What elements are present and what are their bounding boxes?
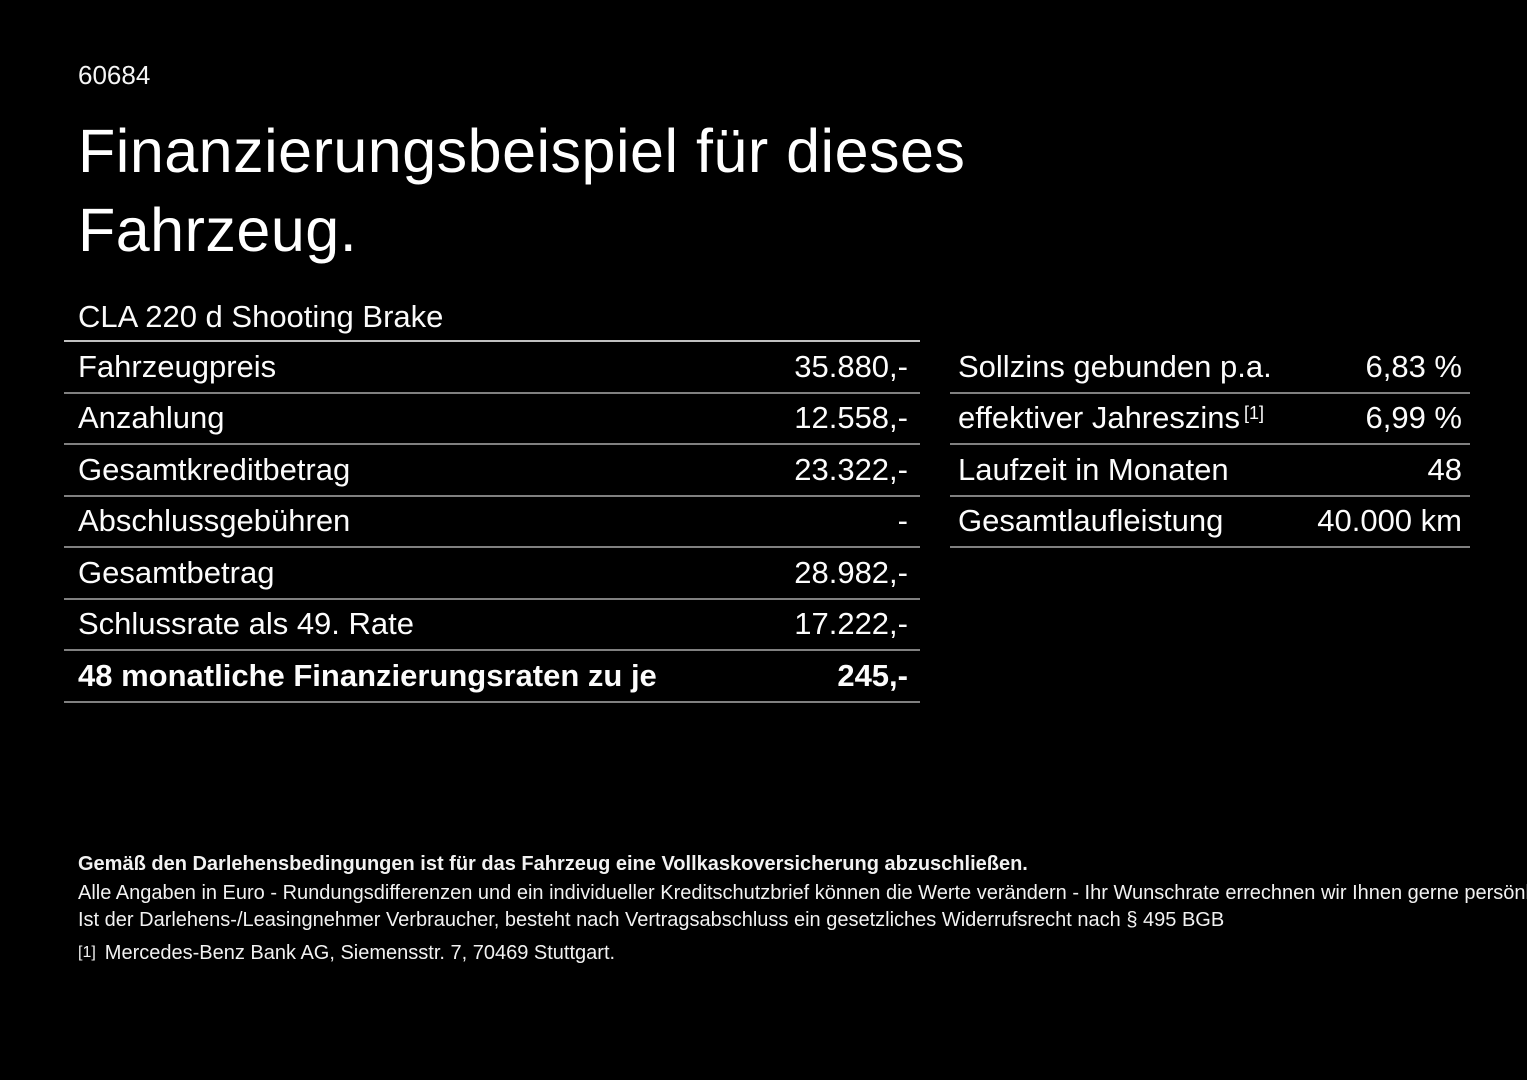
- row-label: Gesamtbetrag: [78, 554, 275, 590]
- row-value: 245,-: [837, 657, 908, 693]
- row-label: Abschlussgebühren: [78, 503, 351, 539]
- row-label: Gesamtkreditbetrag: [78, 451, 351, 487]
- row-value: 12.558,-: [794, 400, 908, 436]
- row-label: Gesamtlaufleistung: [958, 503, 1224, 539]
- table-row-sollzins: Sollzins gebunden p.a. 6,83 %: [950, 342, 1470, 394]
- table-row-monatliche-rate: 48 monatliche Finanzierungsraten zu je 2…: [64, 651, 920, 703]
- footnote-text: Mercedes-Benz Bank AG, Siemensstr. 7, 70…: [104, 942, 616, 964]
- insurance-note: Gemäß den Darlehensbedingungen ist für d…: [78, 853, 1028, 875]
- table-row-gesamtbetrag: Gesamtbetrag 28.982,-: [64, 548, 920, 600]
- table-row-laufzeit: Laufzeit in Monaten 48: [950, 445, 1470, 497]
- table-row-abschlussgebuehren: Abschlussgebühren -: [64, 497, 920, 548]
- vehicle-name: CLA 220 d Shooting Brake: [78, 299, 444, 334]
- row-label-text: effektiver Jahreszins: [958, 400, 1240, 436]
- table-row-gesamtkreditbetrag: Gesamtkreditbetrag 23.322,-: [64, 445, 920, 497]
- page-title: Finanzierungsbeispiel für dieses Fahrzeu…: [78, 117, 966, 264]
- footnote-ref: [1]: [1244, 403, 1265, 424]
- row-value: -: [897, 503, 908, 539]
- conditions-table: Sollzins gebunden p.a. 6,83 % effektiver…: [950, 342, 1470, 548]
- row-label: Fahrzeugpreis: [78, 348, 277, 384]
- euro-note: Alle Angaben in Euro - Rundungsdifferenz…: [78, 882, 1527, 904]
- row-value: 35.880,-: [794, 348, 908, 384]
- document-number: 60684: [78, 60, 151, 90]
- row-label: 48 monatliche Finanzierungsraten zu je: [78, 657, 657, 693]
- row-label: Sollzins gebunden p.a.: [958, 348, 1272, 384]
- table-row-effektiver-jahreszins: effektiver Jahreszins [1] 6,99 %: [950, 394, 1470, 445]
- row-value: 6,83 %: [1365, 348, 1462, 384]
- row-value: 17.222,-: [794, 606, 908, 642]
- footnote-marker: [1]: [78, 944, 96, 961]
- table-row-fahrzeugpreis: Fahrzeugpreis 35.880,-: [64, 342, 920, 394]
- table-row-gesamtlaufleistung: Gesamtlaufleistung 40.000 km: [950, 497, 1470, 548]
- row-label: Laufzeit in Monaten: [958, 451, 1229, 487]
- finance-table: Fahrzeugpreis 35.880,- Anzahlung 12.558,…: [64, 340, 920, 703]
- row-value: 40.000 km: [1317, 503, 1462, 539]
- row-label: effektiver Jahreszins [1]: [958, 400, 1264, 436]
- row-label: Anzahlung: [78, 400, 225, 436]
- row-label: Schlussrate als 49. Rate: [78, 606, 415, 642]
- table-row-anzahlung: Anzahlung 12.558,-: [64, 394, 920, 445]
- footnote: [1] Mercedes-Benz Bank AG, Siemensstr. 7,…: [78, 941, 615, 965]
- row-value: 48: [1427, 451, 1462, 487]
- row-value: 6,99 %: [1365, 400, 1462, 436]
- row-value: 23.322,-: [794, 451, 908, 487]
- table-row-schlussrate: Schlussrate als 49. Rate 17.222,-: [64, 600, 920, 651]
- withdrawal-note: Ist der Darlehens-/Leasingnehmer Verbrau…: [78, 909, 1225, 931]
- row-value: 28.982,-: [794, 554, 908, 590]
